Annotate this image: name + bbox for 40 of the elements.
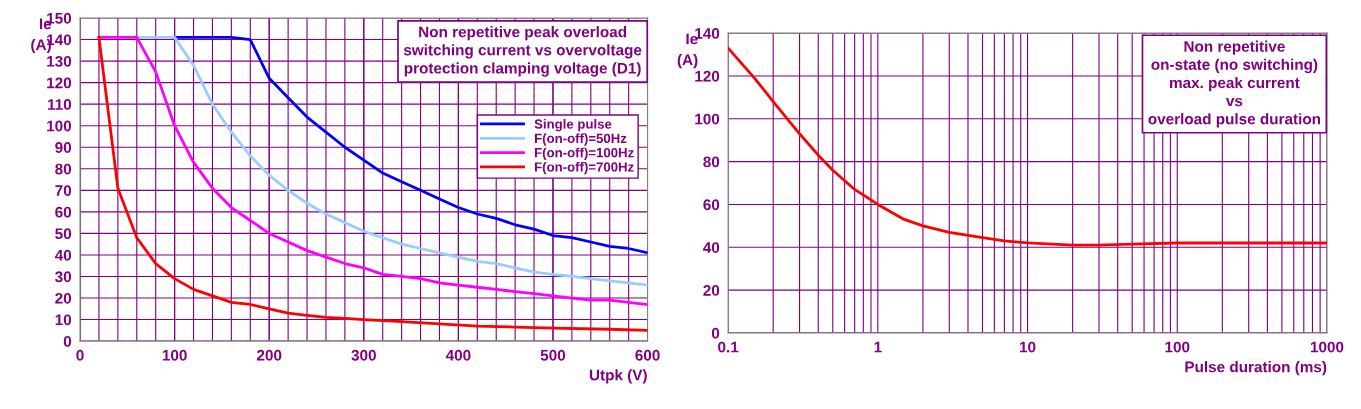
x-tick-label: 0 (76, 349, 84, 361)
y-tick-label: 90 (55, 142, 72, 153)
x-axis-title: Pulse duration (ms) (1185, 361, 1327, 376)
x-tick-label: 10 (1020, 341, 1036, 353)
x-tick-label: 0.1 (718, 341, 739, 353)
y-tick-label: 100 (695, 113, 720, 125)
x-tick-label: 200 (256, 349, 282, 361)
y-tick-label: 80 (55, 163, 72, 175)
y-tick-label: 40 (703, 242, 720, 253)
y-tick-label: 70 (55, 185, 72, 197)
x-tick-label: 100 (1165, 341, 1190, 353)
y-tick-label: 120 (47, 77, 72, 89)
legend-label: Single pulse (534, 119, 612, 132)
y-tick-label: 50 (55, 228, 72, 240)
legend-label: F(on-off)=700Hz (535, 161, 634, 175)
y-tick-label: 10 (55, 314, 72, 326)
y-tick-label: 30 (55, 271, 72, 283)
y-tick-label: 60 (55, 206, 72, 218)
annotation: Non repetitive peak overload switching current vs overvoltage protection clamping voltage (D1) (403, 26, 642, 77)
legend-label: F(on-off)=100Hz (535, 147, 634, 160)
x-axis-title: Utpk (V) (589, 369, 647, 384)
y-tick-label: 110 (48, 99, 72, 110)
x-tick-label: 400 (445, 349, 471, 361)
x-tick-label: 100 (162, 349, 187, 361)
y-tick-label: 80 (703, 156, 720, 168)
x-tick-label: 500 (540, 349, 566, 361)
x-tick-label: 1000 (1310, 341, 1344, 353)
annotation: Non repetitive on-state (no switching) max. peak current vs overload pulse duration (1148, 40, 1321, 128)
y-tick-label: 20 (55, 292, 72, 304)
y-tick-label: 100 (47, 120, 72, 132)
x-tick-label: 1 (874, 341, 882, 353)
y-tick-label: 130 (47, 55, 72, 67)
legend-label: F(on-off)=50Hz (535, 133, 627, 146)
x-tick-label: 300 (351, 349, 376, 361)
y-tick-label: 20 (703, 284, 720, 296)
y-tick-label: 60 (703, 199, 720, 211)
y-tick-label: 120 (695, 70, 720, 82)
y-tick-label: 0 (711, 327, 720, 339)
x-tick-label: 600 (635, 349, 660, 361)
y-tick-label: 40 (54, 249, 72, 261)
